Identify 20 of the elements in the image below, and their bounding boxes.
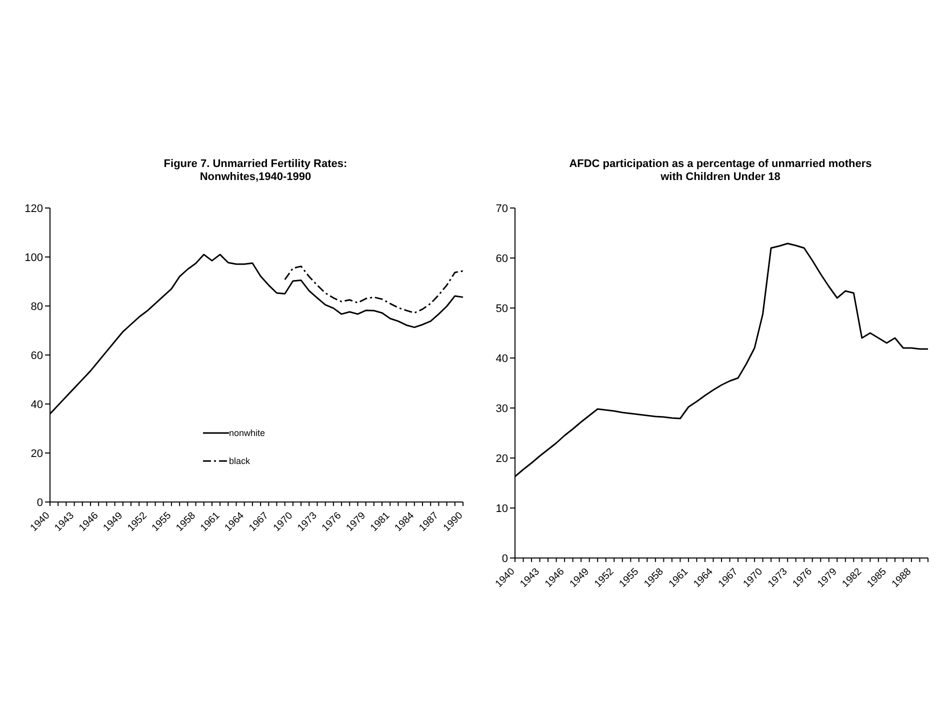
legend-label: black (229, 456, 250, 466)
y-tick-label: 20 (30, 448, 43, 460)
y-tick-label: 40 (496, 352, 508, 365)
y-tick-label: 100 (24, 252, 43, 264)
chart-title: AFDC participation as a percentage of unmarried mothers with Children Under 18 (568, 158, 873, 184)
y-tick-label: 10 (496, 502, 508, 515)
y-tick-label: 50 (496, 302, 508, 315)
y-tick-label: 70 (496, 202, 508, 215)
chart-title: Figure 7. Unmarried Fertility Rates: Nonwhites,1940-1990 (162, 158, 348, 184)
y-tick-label: 20 (496, 452, 508, 465)
y-tick-label: 80 (30, 300, 43, 313)
y-tick-label: 40 (30, 398, 43, 411)
y-tick-label: 30 (496, 402, 508, 415)
legend-label: nonwhite (229, 428, 266, 438)
y-tick-label: 0 (36, 496, 43, 509)
line-series (284, 266, 464, 314)
y-tick-label: 120 (24, 202, 43, 215)
y-tick-label: 60 (30, 350, 43, 362)
y-tick-label: 60 (496, 252, 508, 265)
y-tick-label: 0 (502, 552, 508, 565)
